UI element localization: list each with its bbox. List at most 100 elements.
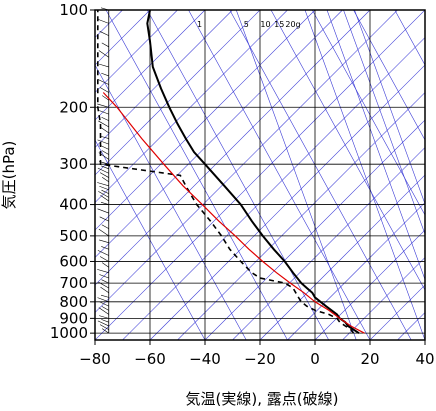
adiabat-line	[394, 10, 425, 66]
wind-barb	[101, 42, 109, 48]
isotherm-line	[95, 10, 261, 176]
wind-barb	[97, 167, 109, 174]
y-tick-label: 400	[59, 196, 88, 214]
y-tick-label: 1000	[50, 324, 88, 342]
adiabat-line	[95, 139, 206, 340]
isotherm-line	[95, 10, 398, 313]
mixing-ratio-line	[326, 10, 425, 281]
wind-barb	[101, 224, 109, 229]
wind-barb	[101, 165, 109, 170]
wind-barb	[97, 250, 109, 256]
wind-barb	[97, 79, 109, 85]
wind-barb	[101, 95, 109, 101]
y-tick-label: 600	[59, 252, 88, 270]
series-layer	[97, 10, 365, 335]
adiabat-line	[105, 10, 288, 340]
isotherm-line	[287, 202, 425, 340]
mixing-ratio-labels: 1 5 10 15 20g	[197, 20, 301, 29]
isotherm-line	[232, 147, 425, 340]
mixing-ratio-label: 5	[244, 20, 249, 29]
wind-barb	[101, 319, 109, 323]
wind-barb	[99, 110, 109, 115]
isotherm-line	[122, 37, 425, 340]
wind-barb	[97, 208, 109, 214]
wind-barb	[101, 246, 109, 250]
x-axis-title: 気温(実線), 露点(破線)	[186, 390, 339, 408]
isotherm-line	[95, 10, 178, 93]
wind-barb	[101, 279, 109, 284]
wind-barb	[101, 116, 109, 121]
wind-barb	[98, 50, 109, 58]
wind-barb	[97, 297, 109, 303]
y-tick-label: 100	[59, 1, 88, 19]
y-tick-label: 900	[59, 309, 88, 327]
adiabat-line	[270, 10, 425, 291]
wind-barb	[97, 269, 109, 273]
adiabat-line	[353, 10, 425, 141]
wind-barb	[101, 72, 109, 77]
x-tick-label: −20	[244, 350, 276, 368]
adiabat-line	[188, 10, 371, 340]
wind-barb	[99, 301, 109, 307]
y-axis-title: 気圧(hPa)	[0, 141, 18, 210]
wind-barb	[99, 216, 109, 222]
wind-barb	[99, 315, 109, 319]
mixing-ratio-label: 1	[197, 20, 202, 29]
y-tick-label: 200	[59, 98, 88, 116]
wind-barb-column	[97, 7, 110, 334]
x-tick-label: 0	[310, 350, 320, 368]
isotherm-line	[95, 10, 288, 203]
temperature-line	[146, 10, 360, 335]
parcel-line	[102, 92, 365, 334]
wind-barb	[98, 307, 109, 315]
adiabat-line	[311, 10, 425, 216]
x-tick-label: 40	[415, 350, 434, 368]
mixing-ratio-line	[235, 10, 357, 340]
wind-barb	[100, 126, 109, 134]
wind-barb	[100, 136, 109, 139]
wind-barb	[100, 202, 109, 205]
wind-barb	[98, 120, 109, 128]
y-tick-label: 700	[59, 274, 88, 292]
mixing-ratio-line	[304, 10, 425, 340]
wind-barb	[99, 31, 109, 36]
wind-barb	[99, 172, 109, 178]
adiabat-line	[146, 10, 330, 340]
grid-lines	[95, 10, 425, 340]
x-axis-ticks: −80 −60 −40 −20 0 20 40	[79, 340, 435, 368]
mixing-ratio-label: 10	[260, 20, 270, 29]
y-tick-label: 300	[59, 155, 88, 173]
wind-barb	[99, 185, 109, 191]
wind-barb	[98, 281, 109, 289]
wind-barb	[101, 176, 109, 182]
wind-barb	[98, 191, 109, 198]
wind-barb	[101, 189, 109, 194]
mixing-ratio-label: 15	[274, 20, 284, 29]
wind-barb	[101, 150, 109, 155]
wind-barb	[101, 262, 109, 268]
isotherm-line	[95, 10, 316, 231]
mixing-ratio-line	[343, 10, 425, 236]
mixing-ratio-line	[354, 10, 425, 205]
wind-barb	[97, 139, 109, 145]
wind-barb	[101, 328, 109, 334]
wind-barb	[100, 286, 109, 294]
wind-barb	[100, 294, 109, 298]
wind-barb	[99, 239, 109, 244]
wind-barb	[99, 63, 109, 68]
x-tick-label: −80	[79, 350, 111, 368]
wind-barb	[97, 320, 109, 327]
wind-barb	[99, 256, 109, 262]
x-tick-label: 20	[360, 350, 379, 368]
x-tick-label: −40	[189, 350, 221, 368]
wind-barb	[99, 87, 109, 93]
wind-barb	[99, 274, 109, 279]
wind-barb	[101, 306, 109, 311]
adiabat-line	[95, 64, 247, 340]
dewpoint-line	[97, 10, 355, 334]
wind-barb	[98, 228, 109, 237]
isotherm-line	[342, 257, 425, 340]
